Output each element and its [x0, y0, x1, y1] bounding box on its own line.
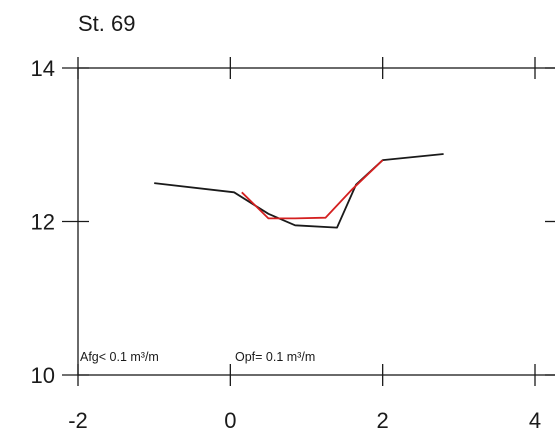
annotation-afg: Afg< 0.1 m³/m [80, 350, 159, 364]
series-line-1 [154, 153, 444, 229]
series-line-2 [241, 159, 384, 220]
y-tick-label: 14 [31, 56, 55, 81]
axis-ticks [62, 57, 555, 386]
chart-title: St. 69 [78, 11, 135, 36]
x-tick-label: 4 [529, 408, 541, 433]
y-tick-label: 12 [31, 210, 55, 235]
plot-frame [77, 67, 555, 376]
x-tick-label: 0 [224, 408, 236, 433]
tick-labels: -2 0 2 4 10 12 14 [31, 56, 542, 433]
annotation-opf: Opf= 0.1 m³/m [235, 350, 315, 364]
x-tick-label: 2 [377, 408, 389, 433]
series-group [154, 153, 444, 229]
y-tick-label: 10 [31, 363, 55, 388]
x-tick-label: -2 [68, 408, 88, 433]
